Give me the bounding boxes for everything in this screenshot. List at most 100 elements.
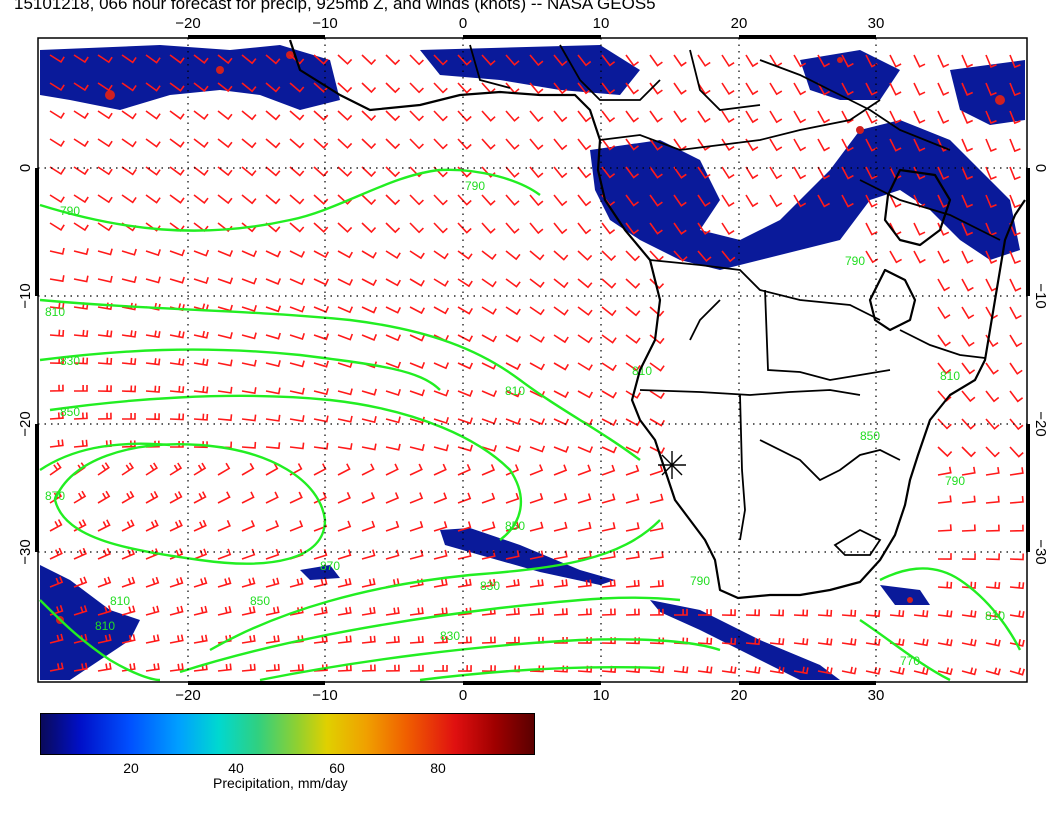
- wind-barb: [385, 222, 401, 234]
- wind-barb: [409, 222, 424, 234]
- wind-barb: [433, 389, 450, 397]
- wind-barb: [49, 547, 63, 560]
- wind-barb: [49, 110, 65, 120]
- wind-barb: [529, 362, 546, 371]
- wind-barb: [961, 524, 976, 532]
- wind-barb: [985, 166, 997, 181]
- contour-label: 850: [250, 594, 270, 608]
- wind-barb: [265, 577, 280, 588]
- wind-barb: [241, 548, 256, 560]
- wind-barb: [97, 138, 113, 148]
- wind-barb: [625, 110, 639, 123]
- wind-barb: [961, 667, 977, 676]
- wind-barb: [769, 82, 783, 96]
- wind-barb: [817, 82, 830, 96]
- wind-barb: [433, 444, 449, 452]
- wind-barb: [625, 608, 640, 616]
- wind-barb: [121, 194, 137, 204]
- wind-barb: [985, 390, 1000, 403]
- wind-barb: [937, 362, 952, 375]
- wind-barb: [289, 442, 305, 450]
- wind-barb: [601, 166, 616, 179]
- wind-barb: [937, 466, 952, 476]
- contour-label: 830: [480, 579, 500, 593]
- wind-barb: [169, 54, 185, 64]
- wind-barb: [337, 222, 353, 233]
- wind-barb: [841, 638, 857, 646]
- wind-barb: [793, 638, 809, 646]
- wind-barb: [169, 605, 184, 616]
- wind-barb: [409, 416, 425, 424]
- wind-barb: [337, 463, 351, 476]
- wind-barb: [529, 222, 544, 235]
- wind-barb: [241, 491, 255, 504]
- wind-barb: [145, 663, 160, 672]
- wind-barb: [553, 138, 568, 151]
- lon-tick-label: 20: [731, 15, 748, 32]
- wind-barb: [649, 306, 665, 317]
- wind-barb: [361, 492, 376, 504]
- wind-barb: [433, 362, 450, 370]
- wind-barb: [409, 636, 424, 644]
- wind-barb: [625, 464, 640, 476]
- wind-barb: [121, 576, 136, 588]
- wind-barb: [433, 463, 447, 476]
- axis-top-labels: −20 −10 0 10 20 30: [175, 15, 884, 32]
- wind-barb: [241, 520, 256, 532]
- wind-barb: [697, 637, 713, 645]
- wind-barb: [337, 194, 353, 205]
- wind-barb: [841, 609, 857, 617]
- wind-barb: [889, 250, 902, 264]
- wind-barb: [217, 414, 233, 422]
- wind-barb: [217, 386, 233, 394]
- wind-barb: [385, 54, 401, 66]
- wind-barb: [841, 110, 854, 124]
- wind-barb: [289, 166, 305, 177]
- wind-barb: [745, 138, 759, 152]
- wind-barb: [529, 250, 545, 261]
- wind-barb: [793, 138, 807, 152]
- wind-barb: [625, 522, 640, 532]
- wind-barb: [601, 579, 616, 588]
- wind-barb: [265, 442, 281, 450]
- wind-barb: [361, 578, 376, 588]
- wind-barb: [985, 667, 1001, 676]
- wind-barb: [361, 278, 378, 287]
- wind-barb: [841, 166, 854, 180]
- wind-barb: [121, 634, 136, 644]
- wind-barb: [985, 82, 997, 97]
- wind-barb: [241, 387, 257, 395]
- wind-barb: [529, 579, 544, 588]
- wind-barb: [625, 54, 639, 67]
- wind-barb: [913, 667, 929, 676]
- wind-barb: [313, 194, 329, 205]
- wind-barb: [409, 82, 424, 94]
- wind-barb: [409, 492, 424, 504]
- wind-barb: [889, 194, 902, 208]
- wind-barb: [385, 306, 402, 314]
- wind-barb: [217, 462, 231, 476]
- wind-barb: [193, 491, 207, 504]
- wind-barb: [169, 663, 184, 672]
- wind-barb: [649, 166, 663, 179]
- wind-barb: [481, 636, 496, 644]
- colorbar-tick-label: 60: [329, 760, 345, 776]
- wind-barb: [241, 577, 256, 588]
- wind-barb: [481, 492, 496, 504]
- wind-barb: [577, 521, 592, 532]
- wind-barb: [49, 329, 65, 337]
- wind-barb: [481, 464, 496, 476]
- wind-barb: [145, 249, 161, 257]
- lon-tick-label: 10: [593, 15, 610, 32]
- wind-barb: [145, 358, 161, 366]
- wind-barb: [265, 250, 282, 258]
- wind-barb: [457, 362, 474, 370]
- wind-barb: [73, 357, 89, 365]
- wind-barb: [649, 54, 663, 67]
- wind-barb: [577, 250, 593, 261]
- wind-barb: [241, 194, 257, 205]
- wind-barb: [457, 521, 472, 532]
- wind-barb: [601, 493, 616, 504]
- wind-barb: [529, 521, 544, 532]
- wind-barb: [169, 358, 185, 366]
